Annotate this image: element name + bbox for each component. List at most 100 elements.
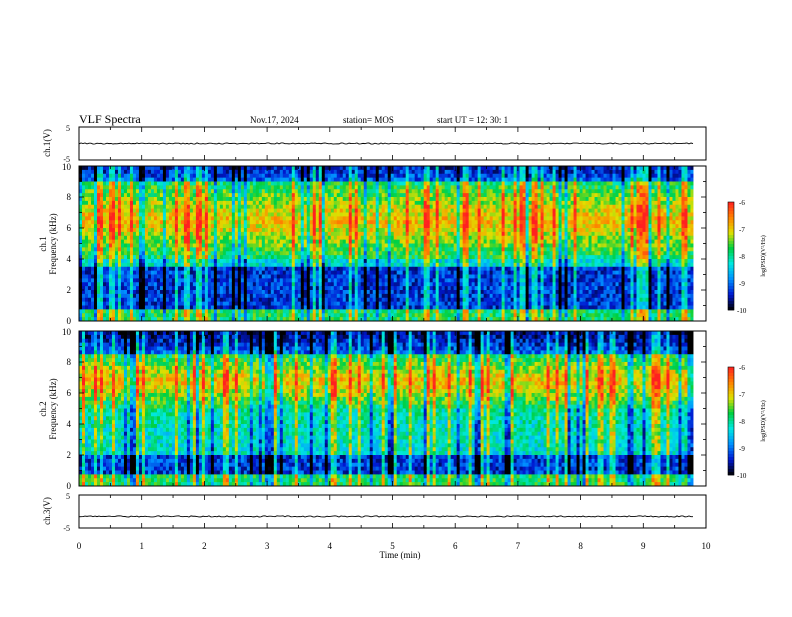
spectrogram-cell <box>423 286 428 291</box>
spectrogram-cell <box>168 290 173 295</box>
spectrogram-cell <box>426 313 431 318</box>
spectrogram-cell <box>168 293 173 299</box>
spectrogram-cell <box>90 293 95 299</box>
spectrogram-cell <box>408 208 413 213</box>
spectrogram-cell <box>114 251 119 256</box>
spectrogram-cell <box>330 278 335 283</box>
spectrogram-cell <box>207 309 212 314</box>
spectrogram-cell <box>82 197 86 202</box>
spectrogram-cell <box>321 255 326 260</box>
spectrogram-cell <box>168 297 173 303</box>
spectrogram-cell <box>357 185 362 190</box>
spectrogram-cell <box>414 247 419 252</box>
spectrogram-cell <box>87 313 92 318</box>
spectrogram-cell <box>231 317 236 322</box>
spectrogram-cell <box>300 208 305 213</box>
spectrogram-cell <box>213 290 218 295</box>
spectrogram-cell <box>147 177 152 182</box>
spectrogram-cell <box>432 305 437 310</box>
spectrogram-cell <box>351 243 356 248</box>
spectrogram-cell <box>267 200 272 206</box>
spectrogram-cell <box>252 317 257 322</box>
spectrogram-cell <box>447 274 452 279</box>
spectrogram-cell <box>288 204 293 210</box>
spectrogram-cell <box>441 305 446 310</box>
spectrogram-cell <box>297 204 302 210</box>
spectrogram-cell <box>288 262 293 268</box>
spectrogram-cell <box>435 235 440 241</box>
spectrogram-cell <box>423 231 428 237</box>
spectrogram-cell <box>435 313 440 318</box>
spectrogram-cell <box>216 169 221 175</box>
spectrogram-cell <box>174 247 179 252</box>
spectrogram-cell <box>93 293 98 299</box>
spectrogram-cell <box>450 228 455 233</box>
spectrogram-cell <box>144 309 149 314</box>
spectrogram-cell <box>345 297 350 303</box>
spectrogram-cell <box>387 169 392 175</box>
spectrogram-cell <box>162 301 167 306</box>
spectrogram-cell <box>246 208 251 213</box>
spectrogram-cell <box>201 208 206 213</box>
spectrogram-cell <box>285 255 290 260</box>
spectrogram-cell <box>315 266 320 272</box>
spectrogram-cell <box>420 313 425 318</box>
spectrogram-cell <box>114 173 119 179</box>
spectrogram-cell <box>270 282 275 287</box>
spectrogram-cell <box>315 290 320 295</box>
spectrogram-cell <box>132 259 137 264</box>
spectrogram-cell <box>219 243 224 248</box>
spectrogram-cell <box>111 228 116 233</box>
spectrogram-cell <box>306 282 311 287</box>
spectrogram-cell <box>387 301 392 306</box>
spectrogram-cell <box>252 278 257 283</box>
spectrogram-cell <box>144 169 149 175</box>
spectrogram-cell <box>132 262 137 268</box>
spectrogram-cell <box>258 228 263 233</box>
spectrogram-cell <box>90 305 95 310</box>
spectrogram-cell <box>255 197 260 202</box>
spectrogram-cell <box>225 235 230 241</box>
spectrogram-cell <box>372 193 377 198</box>
spectrogram-cell <box>372 220 377 225</box>
spectrogram-cell <box>231 166 236 171</box>
spectrogram-cell <box>396 274 401 279</box>
spectrogram-cell <box>213 262 218 268</box>
spectrogram-cell <box>333 235 338 241</box>
spectrogram-cell <box>174 224 179 229</box>
spectrogram-cell <box>192 259 197 264</box>
spectrogram-cell <box>291 301 296 306</box>
spectrogram-cell <box>327 216 332 221</box>
spectrogram-cell <box>285 212 290 217</box>
spectrogram-cell <box>360 274 365 279</box>
spectrogram-cell <box>258 309 263 314</box>
spectrogram-cell <box>114 185 119 190</box>
spectrogram-cell <box>417 278 422 283</box>
spectrogram-cell <box>345 251 350 256</box>
spectrogram-cell <box>450 204 455 210</box>
spectrogram-cell <box>108 189 113 194</box>
spectrogram-cell <box>381 177 386 182</box>
spectrogram-cell <box>309 181 314 186</box>
spectrogram-cell <box>138 185 143 190</box>
spectrogram-cell <box>171 216 176 221</box>
spectrogram-cell <box>153 235 158 241</box>
spectrogram-cell <box>261 224 266 229</box>
spectrogram-cell <box>321 259 326 264</box>
spectrogram-cell <box>438 235 443 241</box>
spectrogram-cell <box>438 309 443 314</box>
spectrogram-cell <box>159 270 164 275</box>
spectrogram-cell <box>336 173 341 179</box>
spectrogram-cell <box>300 177 305 182</box>
spectrogram-cell <box>258 181 263 186</box>
spectrogram-cell <box>384 243 389 248</box>
spectrogram-cell <box>426 193 431 198</box>
spectrogram-cell <box>252 166 257 171</box>
spectrogram-cell <box>423 235 428 241</box>
spectrogram-cell <box>228 243 233 248</box>
spectrogram-cell <box>189 286 194 291</box>
spectrogram-cell <box>84 220 89 225</box>
spectrogram-cell <box>213 293 218 299</box>
spectrogram-cell <box>198 173 203 179</box>
spectrogram-cell <box>195 216 200 221</box>
